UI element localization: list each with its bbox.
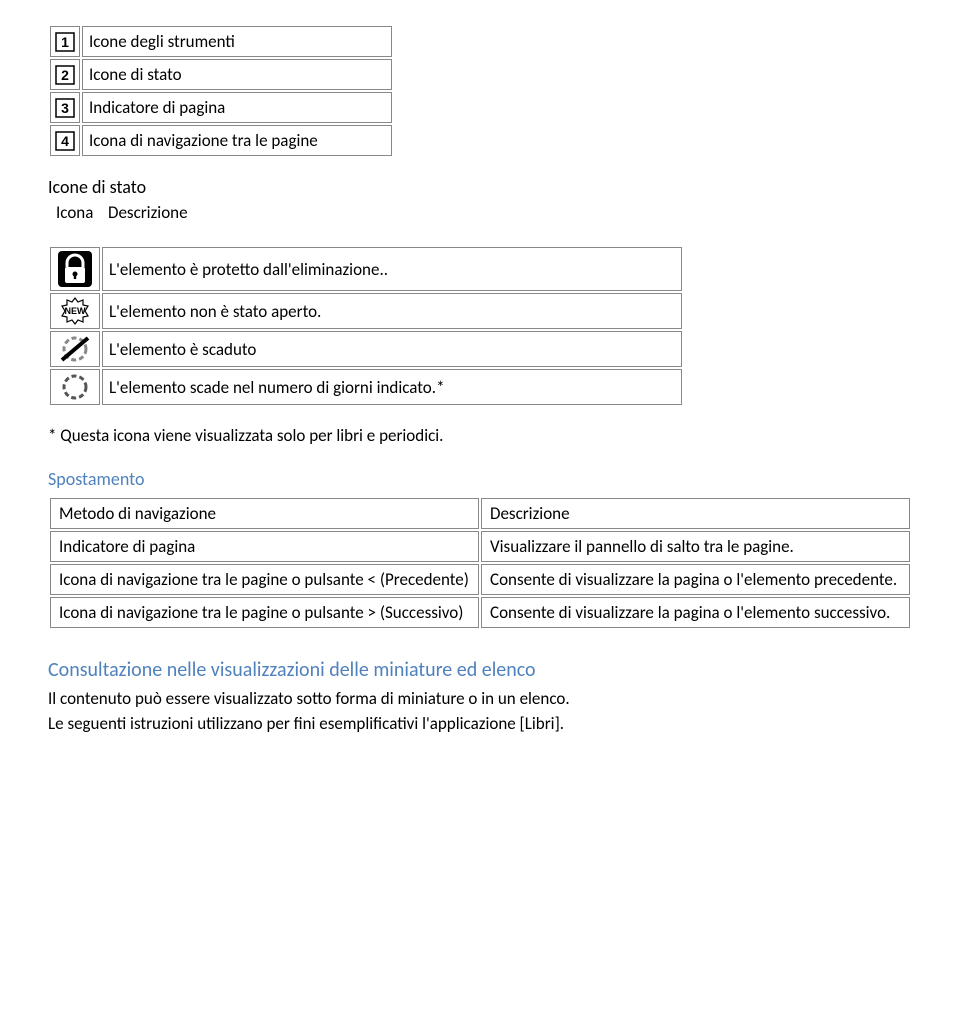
consultazione-heading: Consultazione nelle visualizzazioni dell…: [48, 658, 912, 682]
table-row: Indicatore di pagina Visualizzare il pan…: [50, 531, 910, 562]
nav-desc: Consente di visualizzare la pagina o l'e…: [481, 597, 910, 628]
table-row: 2 Icone di stato: [50, 59, 392, 90]
legend-label: Indicatore di pagina: [82, 92, 392, 123]
legend-num-cell: 1: [50, 26, 80, 57]
nav-method: Icona di navigazione tra le pagine o pul…: [50, 564, 479, 595]
icon-cell: [50, 369, 100, 405]
legend-num-cell: 4: [50, 125, 80, 156]
legend-label: Icone di stato: [82, 59, 392, 90]
lock-icon: [57, 250, 93, 288]
state-desc: L'elemento è protetto dall'eliminazione.…: [102, 247, 682, 291]
legend-table: 1 Icone degli strumenti 2 Icone di stato…: [48, 24, 394, 158]
state-desc: L'elemento scade nel numero di giorni in…: [102, 369, 682, 405]
spostamento-heading: Spostamento: [48, 468, 912, 490]
legend-num-cell: 2: [50, 59, 80, 90]
expired-icon: [58, 334, 92, 364]
nav-desc: Consente di visualizzare la pagina o l'e…: [481, 564, 910, 595]
state-icons-header: Icona Descrizione: [48, 198, 196, 227]
svg-text:1: 1: [61, 34, 69, 50]
callout-1-icon: 1: [55, 32, 75, 52]
table-row: Metodo di navigazione Descrizione: [50, 498, 910, 529]
icon-cell: [50, 247, 100, 291]
spostamento-table: Metodo di navigazione Descrizione Indica…: [48, 496, 912, 630]
nav-method: Metodo di navigazione: [50, 498, 479, 529]
state-icons-footnote: * Questa icona viene visualizzata solo p…: [48, 425, 912, 446]
icon-cell: NEW: [50, 293, 100, 329]
table-row: 4 Icona di navigazione tra le pagine: [50, 125, 392, 156]
nav-desc: Visualizzare il pannello di salto tra le…: [481, 531, 910, 562]
consultazione-line1: Il contenuto può essere visualizzato sot…: [48, 688, 912, 709]
table-row: L'elemento è protetto dall'eliminazione.…: [50, 247, 682, 291]
svg-text:4: 4: [61, 133, 69, 149]
new-badge-icon: NEW: [55, 296, 95, 326]
col-desc-header: Descrizione: [102, 200, 194, 225]
nav-method: Indicatore di pagina: [50, 531, 479, 562]
col-icon-header: Icona: [50, 200, 100, 225]
legend-label: Icone degli strumenti: [82, 26, 392, 57]
state-icons-table: L'elemento è protetto dall'eliminazione.…: [48, 245, 684, 407]
table-row: Icona di navigazione tra le pagine o pul…: [50, 597, 910, 628]
table-row: Icona di navigazione tra le pagine o pul…: [50, 564, 910, 595]
callout-4-icon: 4: [55, 131, 75, 151]
callout-3-icon: 3: [55, 98, 75, 118]
table-row: 3 Indicatore di pagina: [50, 92, 392, 123]
svg-text:2: 2: [61, 67, 69, 83]
new-text: NEW: [65, 306, 87, 316]
callout-2-icon: 2: [55, 65, 75, 85]
table-row: NEW L'elemento non è stato aperto.: [50, 293, 682, 329]
table-row: 1 Icone degli strumenti: [50, 26, 392, 57]
state-desc: L'elemento è scaduto: [102, 331, 682, 367]
nav-desc: Descrizione: [481, 498, 910, 529]
state-icons-title: Icone di stato: [48, 176, 912, 198]
legend-num-cell: 3: [50, 92, 80, 123]
consultazione-line2: Le seguenti istruzioni utilizzano per fi…: [48, 713, 912, 734]
nav-method: Icona di navigazione tra le pagine o pul…: [50, 597, 479, 628]
icon-cell: [50, 331, 100, 367]
state-desc: L'elemento non è stato aperto.: [102, 293, 682, 329]
expiring-icon: [58, 372, 92, 402]
table-row: L'elemento scade nel numero di giorni in…: [50, 369, 682, 405]
legend-label: Icona di navigazione tra le pagine: [82, 125, 392, 156]
svg-text:3: 3: [61, 100, 69, 116]
table-row: L'elemento è scaduto: [50, 331, 682, 367]
